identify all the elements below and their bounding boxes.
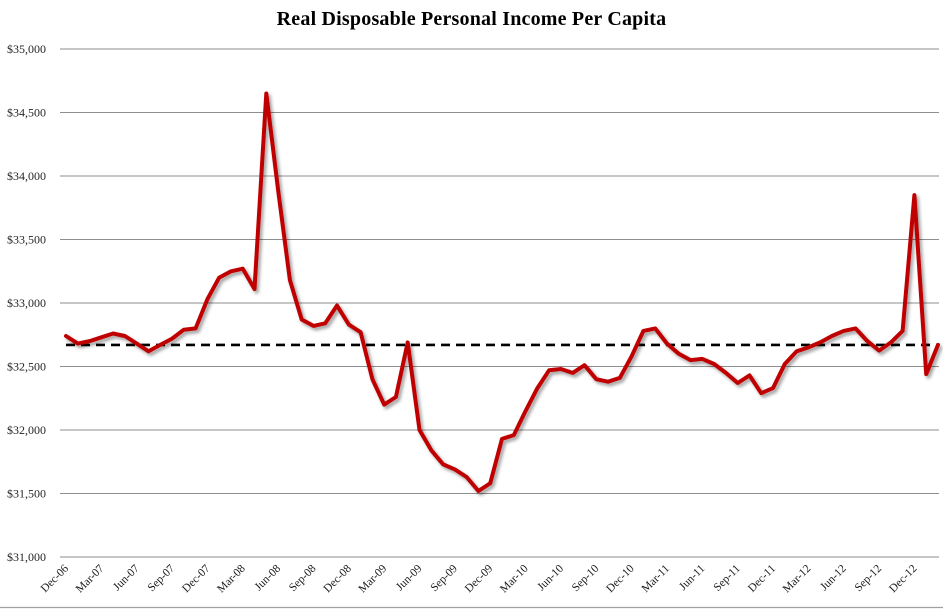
x-axis-label: Dec-06 bbox=[39, 562, 72, 595]
y-axis-label: $35,000 bbox=[7, 42, 46, 56]
x-axis-label: Jun-10 bbox=[535, 562, 566, 593]
y-axis-label: $32,000 bbox=[7, 423, 46, 437]
x-axis-label: Sep-10 bbox=[570, 562, 602, 594]
y-axis-label: $33,000 bbox=[7, 296, 46, 310]
x-axis-label: Mar-09 bbox=[357, 562, 390, 595]
y-axis-label: $31,000 bbox=[7, 550, 46, 564]
x-axis-label: Mar-11 bbox=[640, 562, 673, 595]
x-axis-label: Dec-08 bbox=[322, 562, 355, 595]
x-axis-label: Dec-12 bbox=[887, 562, 920, 595]
x-axis-label: Sep-11 bbox=[712, 562, 743, 593]
income-series-line bbox=[64, 91, 940, 493]
x-axis-label: Dec-07 bbox=[180, 562, 213, 595]
x-axis-label: Mar-08 bbox=[215, 562, 248, 595]
x-axis-label: Mar-10 bbox=[498, 562, 531, 595]
x-axis-label: Dec-10 bbox=[604, 562, 637, 595]
x-axis-label: Sep-08 bbox=[287, 562, 319, 594]
x-axis-label: Jun-08 bbox=[253, 562, 284, 593]
x-axis-label: Sep-09 bbox=[428, 562, 460, 594]
chart-title: Real Disposable Personal Income Per Capi… bbox=[276, 8, 667, 30]
x-axis-label: Mar-07 bbox=[74, 562, 107, 595]
y-axis-label: $34,500 bbox=[7, 106, 46, 120]
x-axis-label: Jun-11 bbox=[677, 562, 707, 592]
x-axis-label: Mar-12 bbox=[781, 562, 814, 595]
x-axis-label: Jun-12 bbox=[818, 562, 849, 593]
x-axis-label: Sep-12 bbox=[853, 562, 885, 594]
y-axis-label: $31,500 bbox=[7, 487, 46, 501]
y-axis-label: $33,500 bbox=[7, 233, 46, 247]
y-axis-label: $34,000 bbox=[7, 169, 46, 183]
x-axis-label: Dec-09 bbox=[463, 562, 496, 595]
x-axis-label: Jun-09 bbox=[394, 562, 425, 593]
x-axis-label: Dec-11 bbox=[746, 562, 778, 594]
y-axis-label: $32,500 bbox=[7, 360, 46, 374]
x-axis-label: Jun-07 bbox=[111, 562, 142, 593]
x-axis-label: Sep-07 bbox=[146, 562, 178, 594]
